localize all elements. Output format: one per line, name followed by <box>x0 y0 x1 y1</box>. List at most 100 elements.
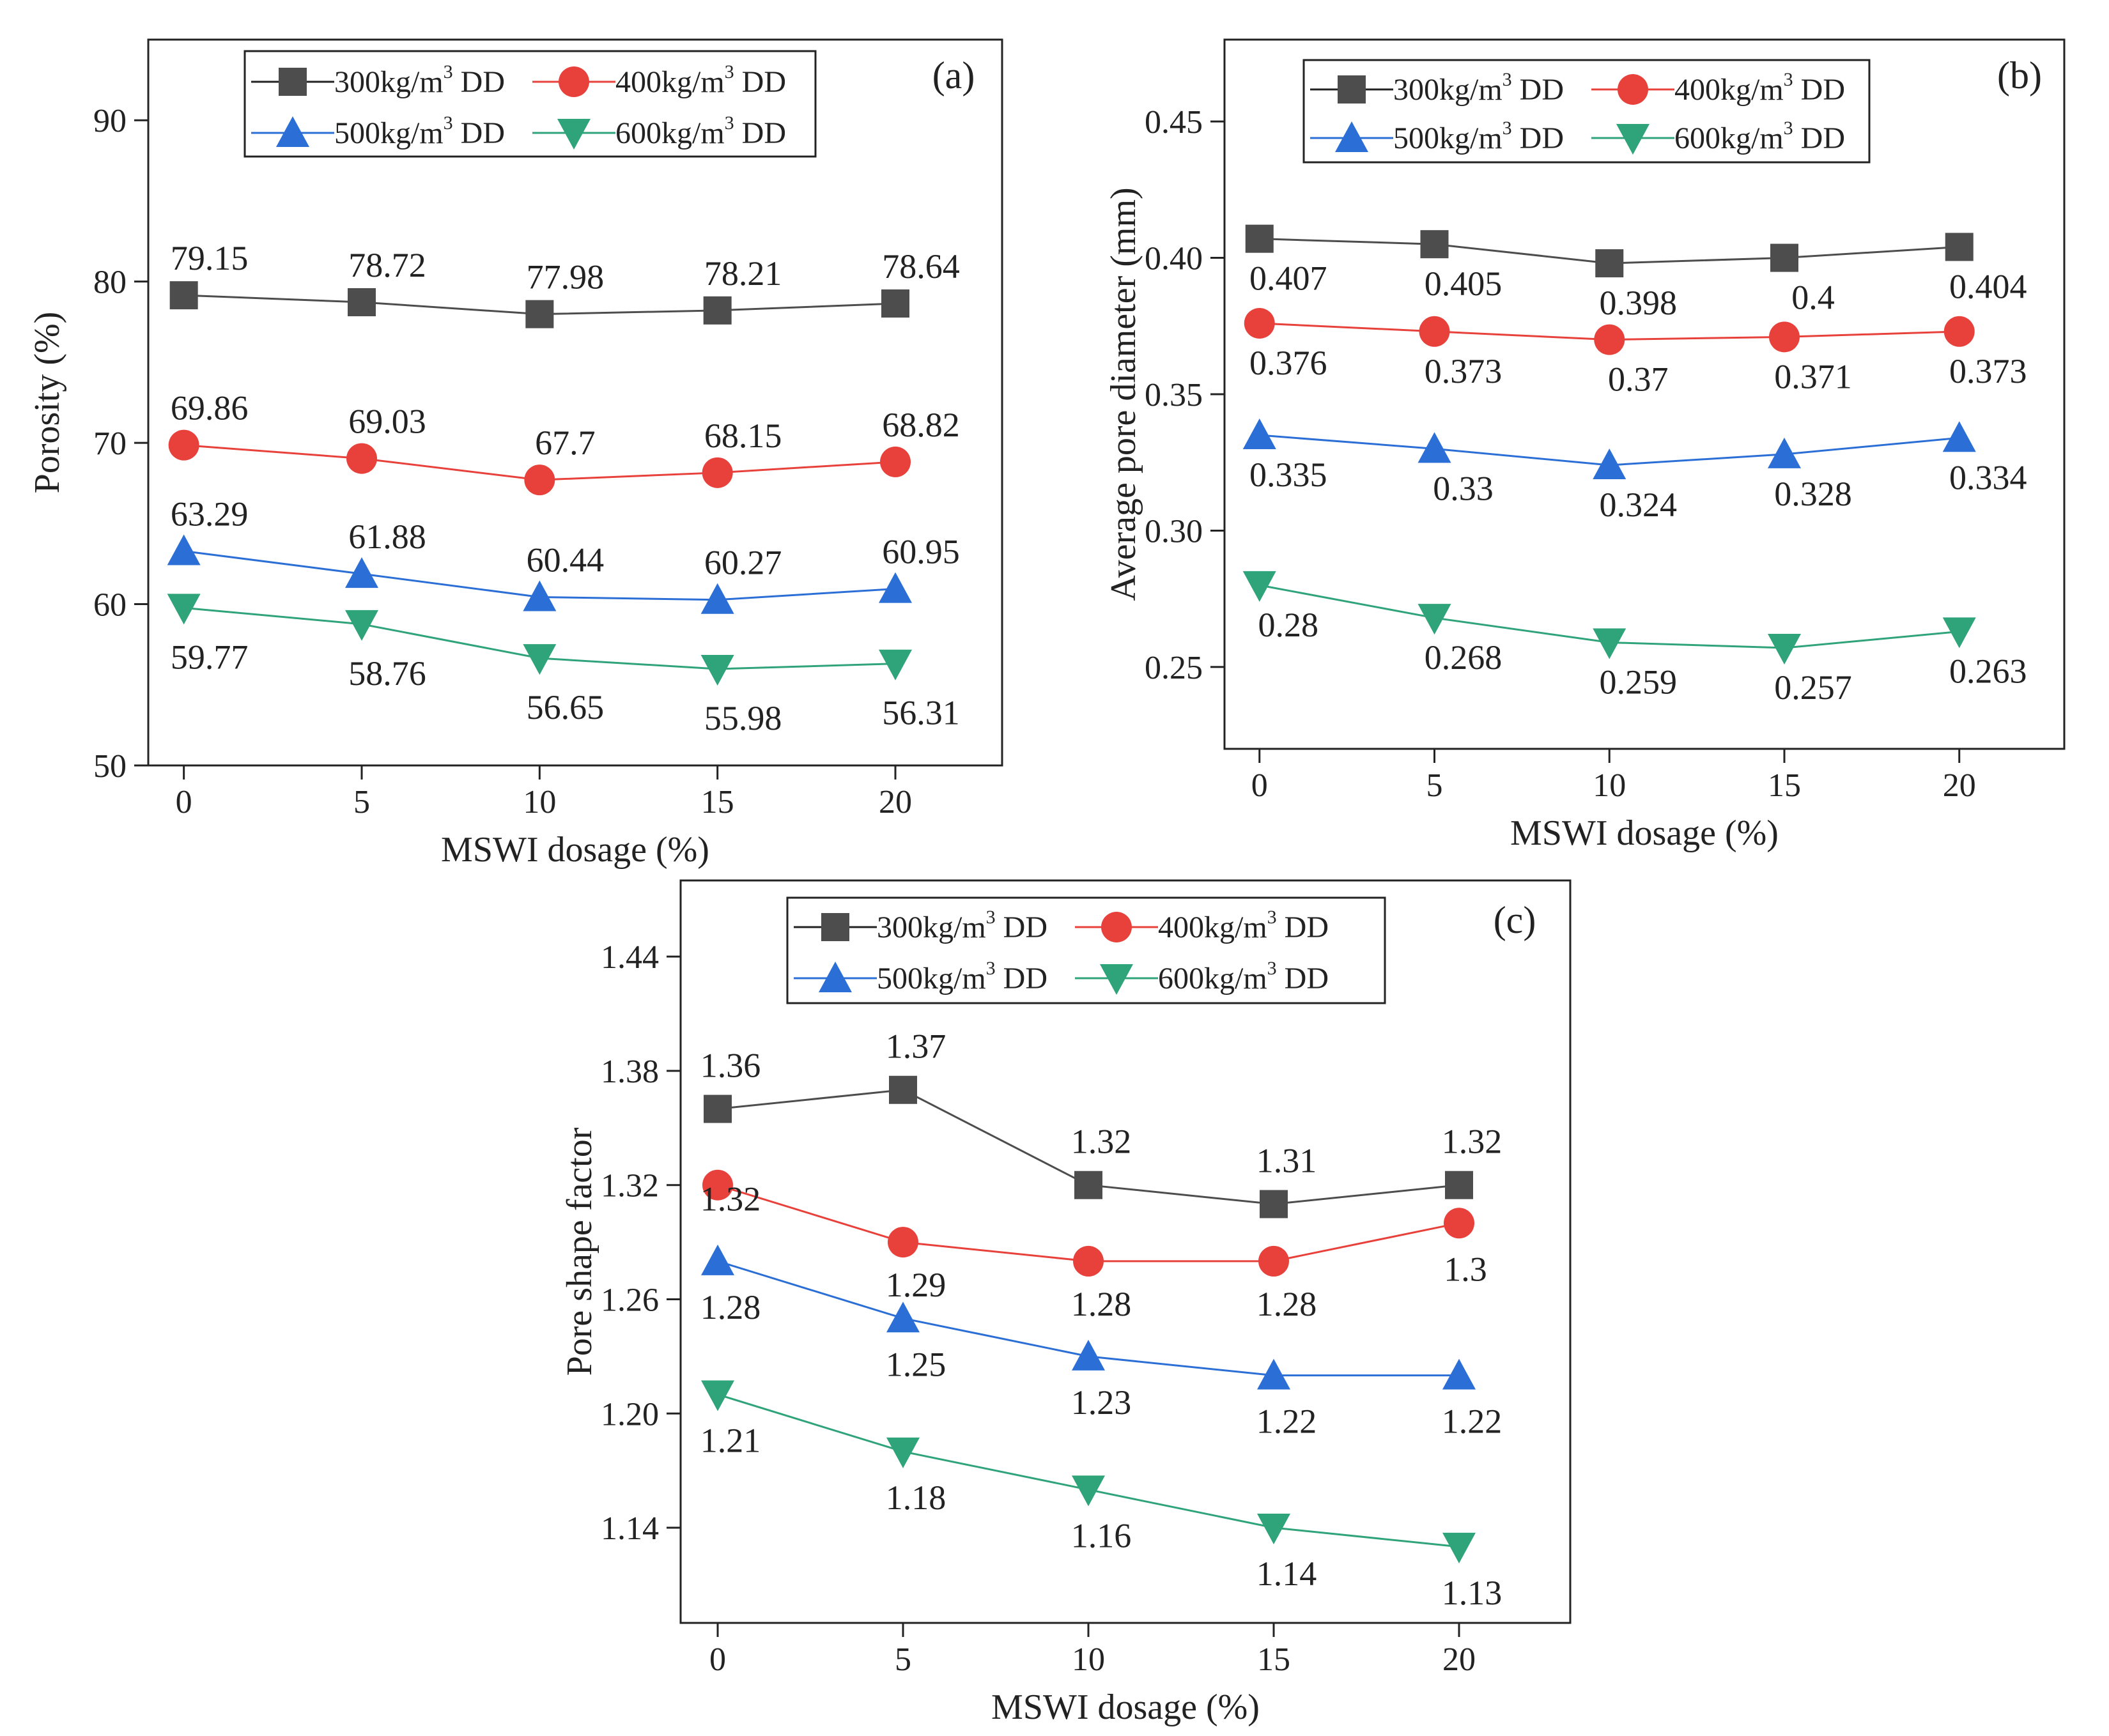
data-point <box>704 1095 732 1123</box>
data-point <box>886 1437 920 1468</box>
y-tick-label: 0.25 <box>1145 650 1203 686</box>
legend-label: 600kg/m3 DD <box>1158 958 1329 995</box>
data-label: 55.98 <box>704 699 782 737</box>
y-tick-label: 90 <box>93 103 127 139</box>
y-tick-label: 1.38 <box>601 1054 659 1090</box>
data-label: 0.407 <box>1249 259 1327 298</box>
data-point <box>524 465 555 496</box>
data-label: 0.405 <box>1425 265 1503 303</box>
panel-label: (b) <box>1997 54 2042 96</box>
data-label: 1.31 <box>1256 1142 1317 1180</box>
x-axis-label: MSWI dosage (%) <box>991 1687 1260 1727</box>
y-tick-label: 70 <box>93 426 127 462</box>
data-point <box>1260 1190 1288 1218</box>
legend-marker <box>276 116 309 147</box>
data-point <box>700 583 734 614</box>
x-tick-label: 5 <box>1426 767 1443 804</box>
legend-entry: 400kg/m3 DD <box>1075 907 1329 944</box>
legend-entry: 600kg/m3 DD <box>1075 958 1329 995</box>
data-point <box>1420 230 1449 259</box>
x-tick-label: 10 <box>1593 767 1626 804</box>
data-point <box>880 446 911 477</box>
x-tick-label: 10 <box>1072 1641 1105 1678</box>
data-point <box>1072 1339 1105 1371</box>
data-point <box>879 649 912 680</box>
data-label: 1.32 <box>700 1180 761 1218</box>
data-point <box>701 1244 734 1275</box>
data-point <box>167 534 201 565</box>
data-point <box>701 1380 734 1411</box>
data-point <box>345 610 378 641</box>
data-label: 0.324 <box>1600 486 1678 524</box>
legend-entry: 300kg/m3 DD <box>251 61 505 99</box>
data-point <box>881 289 909 318</box>
data-point <box>1244 308 1275 339</box>
legend: 300kg/m3 DD 400kg/m3 DD 500kg/m3 DD 600kg/m… <box>243 50 817 158</box>
data-point <box>1245 224 1274 253</box>
data-label: 0.4 <box>1791 279 1835 317</box>
data-label: 0.376 <box>1249 344 1327 382</box>
data-label: 1.28 <box>1071 1285 1132 1323</box>
data-label: 1.21 <box>700 1421 761 1459</box>
data-label: 1.32 <box>1071 1123 1132 1161</box>
data-label: 0.373 <box>1425 352 1503 390</box>
data-label: 0.37 <box>1608 360 1669 399</box>
data-point <box>348 288 376 316</box>
data-label: 0.28 <box>1258 606 1319 644</box>
legend-entry: 400kg/m3 DD <box>532 61 786 99</box>
x-tick-label: 0 <box>709 1641 726 1678</box>
data-label: 68.82 <box>882 406 960 444</box>
data-point <box>168 429 199 461</box>
data-label: 68.15 <box>704 417 782 455</box>
data-label: 69.03 <box>348 403 426 441</box>
y-tick-label: 50 <box>93 748 127 785</box>
legend-marker <box>821 913 849 941</box>
data-label: 78.21 <box>704 254 782 293</box>
data-point <box>1769 321 1800 353</box>
data-point <box>1770 243 1798 272</box>
legend-label: 300kg/m3 DD <box>1393 69 1564 107</box>
legend-box <box>786 896 1386 1004</box>
data-label: 0.373 <box>1949 352 2027 390</box>
legend-label: 300kg/m3 DD <box>877 907 1047 944</box>
y-tick-label: 1.14 <box>601 1510 659 1547</box>
data-point <box>1768 634 1801 665</box>
data-point <box>889 1075 917 1104</box>
legend-box <box>1302 59 1871 164</box>
data-label: 1.37 <box>886 1027 946 1066</box>
data-point <box>1072 1475 1105 1507</box>
data-label: 1.14 <box>1256 1555 1317 1593</box>
y-tick-label: 80 <box>93 265 127 301</box>
x-tick-label: 5 <box>895 1641 911 1678</box>
data-label: 0.404 <box>1949 267 2027 305</box>
data-label: 60.44 <box>527 541 605 579</box>
data-label: 79.15 <box>171 239 249 277</box>
data-point <box>1593 628 1626 659</box>
data-point <box>1444 1208 1474 1239</box>
data-label: 58.76 <box>348 654 426 693</box>
x-axis-label: MSWI dosage (%) <box>1510 813 1779 853</box>
data-point <box>702 457 733 488</box>
data-point <box>1768 437 1801 468</box>
legend-label: 600kg/m3 DD <box>615 112 786 150</box>
chart-panel-b: 0.25 0.30 0.35 0.40 0.45 0 5 10 15 20 MSWI dosage … <box>1104 38 2066 853</box>
legend-marker <box>819 962 852 992</box>
data-label: 0.328 <box>1774 475 1852 513</box>
data-point <box>1945 233 1974 261</box>
legend-marker <box>557 119 591 150</box>
panel-label: (c) <box>1494 899 1536 941</box>
y-tick-label: 0.40 <box>1145 241 1203 277</box>
y-axis-label: Porosity (%) <box>27 312 67 494</box>
data-point <box>1258 1245 1289 1277</box>
data-point <box>886 1302 920 1333</box>
data-point <box>1442 1358 1476 1390</box>
x-tick-label: 20 <box>1442 1641 1476 1678</box>
data-label: 0.33 <box>1433 469 1494 507</box>
data-label: 0.268 <box>1425 638 1503 677</box>
y-axis-label: Average pore diameter (mm) <box>1104 187 1143 601</box>
data-label: 1.13 <box>1442 1574 1503 1612</box>
legend-label: 500kg/m3 DD <box>334 112 505 150</box>
data-label: 69.86 <box>171 389 249 427</box>
plot-frame <box>679 879 1572 1624</box>
